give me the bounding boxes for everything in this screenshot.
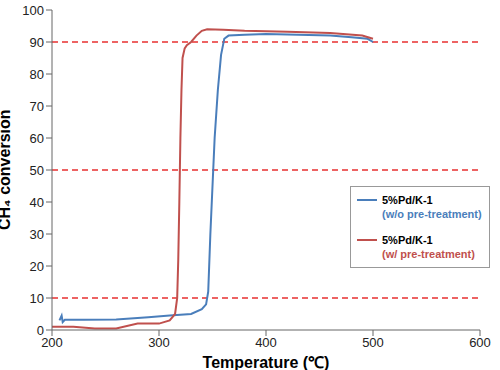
- svg-text:80: 80: [30, 67, 44, 82]
- svg-text:10: 10: [30, 291, 44, 306]
- svg-text:0: 0: [37, 323, 44, 338]
- svg-text:70: 70: [30, 99, 44, 114]
- html-text:5%Pd/K-1: 5%Pd/K-1: [382, 194, 433, 206]
- svg-text:400: 400: [255, 335, 277, 350]
- svg-text:600: 600: [469, 335, 491, 350]
- svg-text:100: 100: [22, 3, 44, 18]
- svg-text:CH₄ conversion: CH₄ conversion: [8, 109, 13, 230]
- svg-text:60: 60: [30, 131, 44, 146]
- svg-text:50: 50: [30, 163, 44, 178]
- svg-text:40: 40: [30, 195, 44, 210]
- svg-text:90: 90: [30, 35, 44, 50]
- html-text:(w/ pre-treatment): (w/ pre-treatment): [382, 248, 475, 260]
- html-text:(w/o pre-treatment): (w/o pre-treatment): [382, 208, 482, 220]
- svg-text:200: 200: [41, 335, 63, 350]
- svg-text:20: 20: [30, 259, 44, 274]
- html-text:5%Pd/K-1: 5%Pd/K-1: [382, 234, 433, 246]
- svg-text:Temperature (℃): Temperature (℃): [203, 354, 330, 370]
- svg-text:300: 300: [148, 335, 170, 350]
- svg-text:30: 30: [30, 227, 44, 242]
- svg-text:500: 500: [362, 335, 384, 350]
